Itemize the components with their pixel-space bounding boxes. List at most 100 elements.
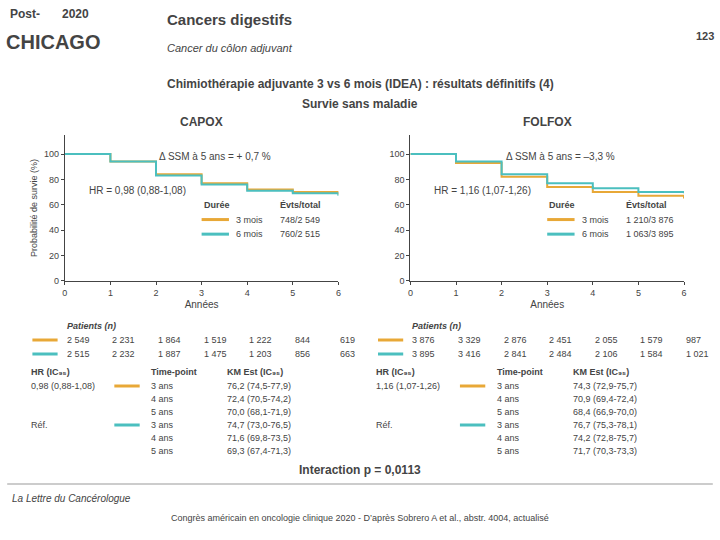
svg-text:100: 100 xyxy=(44,149,59,159)
svg-text:70,0 (68,1-71,9): 70,0 (68,1-71,9) xyxy=(227,407,291,417)
svg-text:80: 80 xyxy=(395,175,405,185)
svg-text:844: 844 xyxy=(295,335,310,345)
svg-text:60: 60 xyxy=(49,200,59,210)
svg-text:2: 2 xyxy=(499,288,504,298)
svg-text:Time-point: Time-point xyxy=(151,367,197,377)
svg-text:1 222: 1 222 xyxy=(249,335,272,345)
svg-text:60: 60 xyxy=(395,200,405,210)
svg-text:1 584: 1 584 xyxy=(640,349,663,359)
svg-text:Time-point: Time-point xyxy=(497,367,543,377)
svg-text:HR (IC₉₅): HR (IC₉₅) xyxy=(376,367,415,377)
svg-text:Cancer du côlon adjuvant: Cancer du côlon adjuvant xyxy=(167,42,293,54)
svg-text:6: 6 xyxy=(681,288,686,298)
svg-text:74,7 (73,0-76,5): 74,7 (73,0-76,5) xyxy=(227,420,291,430)
svg-text:0,98 (0,88-1,08): 0,98 (0,88-1,08) xyxy=(31,381,95,391)
svg-text:2 515: 2 515 xyxy=(67,349,90,359)
svg-text:20: 20 xyxy=(395,251,405,261)
svg-text:987: 987 xyxy=(686,335,701,345)
svg-text:2 484: 2 484 xyxy=(549,349,572,359)
svg-text:5 ans: 5 ans xyxy=(151,407,174,417)
svg-text:3 876: 3 876 xyxy=(412,335,435,345)
svg-text:71,7 (70,3-73,3): 71,7 (70,3-73,3) xyxy=(573,446,637,456)
svg-text:KM Est (IC₉₅): KM Est (IC₉₅) xyxy=(227,367,283,377)
svg-text:69,3 (67,4-71,3): 69,3 (67,4-71,3) xyxy=(227,446,291,456)
svg-text:HR = 0,98 (0,88-1,08): HR = 0,98 (0,88-1,08) xyxy=(89,185,186,196)
svg-text:856: 856 xyxy=(295,349,310,359)
svg-text:1 210/3 876: 1 210/3 876 xyxy=(626,215,674,225)
svg-text:1 063/3 895: 1 063/3 895 xyxy=(626,229,674,239)
svg-text:663: 663 xyxy=(340,349,355,359)
svg-text:5 ans: 5 ans xyxy=(151,446,174,456)
svg-text:1 519: 1 519 xyxy=(204,335,227,345)
svg-text:3 ans: 3 ans xyxy=(497,420,520,430)
svg-text:3 mois: 3 mois xyxy=(582,215,609,225)
svg-text:2 231: 2 231 xyxy=(112,335,135,345)
svg-text:4 ans: 4 ans xyxy=(497,433,520,443)
svg-text:3 mois: 3 mois xyxy=(236,215,263,225)
svg-text:76,2 (74,5-77,9): 76,2 (74,5-77,9) xyxy=(227,381,291,391)
svg-text:5: 5 xyxy=(290,288,295,298)
svg-text:0: 0 xyxy=(54,276,59,286)
svg-text:KM Est (IC₉₅): KM Est (IC₉₅) xyxy=(573,367,629,377)
svg-text:1: 1 xyxy=(453,288,458,298)
svg-text:1 864: 1 864 xyxy=(158,335,181,345)
svg-text:CAPOX: CAPOX xyxy=(180,115,223,129)
svg-text:2 876: 2 876 xyxy=(504,335,527,345)
svg-text:5 ans: 5 ans xyxy=(497,446,520,456)
svg-text:Probabilité de survie (%): Probabilité de survie (%) xyxy=(29,159,39,257)
svg-text:1 021: 1 021 xyxy=(686,349,709,359)
svg-text:1 887: 1 887 xyxy=(158,349,181,359)
svg-text:6 mois: 6 mois xyxy=(582,229,609,239)
svg-text:3: 3 xyxy=(545,288,550,298)
svg-text:5 ans: 5 ans xyxy=(497,407,520,417)
svg-text:1 475: 1 475 xyxy=(204,349,227,359)
svg-text:0: 0 xyxy=(400,276,405,286)
svg-text:2 451: 2 451 xyxy=(549,335,572,345)
svg-text:Années: Années xyxy=(185,299,219,310)
svg-text:2: 2 xyxy=(153,288,158,298)
svg-text:68,4 (66,9-70,0): 68,4 (66,9-70,0) xyxy=(573,407,637,417)
svg-text:1,16 (1,07-1,26): 1,16 (1,07-1,26) xyxy=(376,381,440,391)
svg-text:Durée: Durée xyxy=(204,200,230,210)
svg-text:Années: Années xyxy=(530,299,564,310)
svg-text:4 ans: 4 ans xyxy=(151,433,174,443)
svg-text:Cancers digestifs: Cancers digestifs xyxy=(167,11,292,28)
svg-text:6: 6 xyxy=(336,288,341,298)
svg-text:4: 4 xyxy=(245,288,250,298)
svg-text:71,6 (69,8-73,5): 71,6 (69,8-73,5) xyxy=(227,433,291,443)
svg-text:Chimiothérapie adjuvante 3 vs: Chimiothérapie adjuvante 3 vs 6 mois (ID… xyxy=(167,77,554,91)
svg-text:40: 40 xyxy=(395,225,405,235)
svg-text:La Lettre du Cancérologue: La Lettre du Cancérologue xyxy=(12,493,131,504)
svg-text:3 329: 3 329 xyxy=(458,335,481,345)
svg-text:123: 123 xyxy=(696,30,714,42)
svg-text:74,3 (72,9-75,7): 74,3 (72,9-75,7) xyxy=(573,381,637,391)
svg-text:74,2 (72,8-75,7): 74,2 (72,8-75,7) xyxy=(573,433,637,443)
svg-text:FOLFOX: FOLFOX xyxy=(523,115,572,129)
svg-text:3 ans: 3 ans xyxy=(151,420,174,430)
svg-text:72,4 (70,5-74,2): 72,4 (70,5-74,2) xyxy=(227,394,291,404)
svg-text:2 549: 2 549 xyxy=(67,335,90,345)
svg-text:0: 0 xyxy=(62,288,67,298)
svg-text:Patients (n): Patients (n) xyxy=(412,321,461,331)
svg-text:HR = 1,16 (1,07-1,26): HR = 1,16 (1,07-1,26) xyxy=(434,185,531,196)
svg-text:Congrès américain en oncologie: Congrès américain en oncologie clinique … xyxy=(171,513,549,523)
svg-text:3 ans: 3 ans xyxy=(497,381,520,391)
svg-text:1 203: 1 203 xyxy=(249,349,272,359)
svg-text:Réf.: Réf. xyxy=(376,420,393,430)
svg-text:Survie sans maladie: Survie sans maladie xyxy=(302,97,418,111)
svg-text:760/2 515: 760/2 515 xyxy=(280,229,320,239)
svg-text:3 416: 3 416 xyxy=(458,349,481,359)
svg-text:Réf.: Réf. xyxy=(31,420,48,430)
svg-text:619: 619 xyxy=(340,335,355,345)
svg-text:3: 3 xyxy=(199,288,204,298)
svg-text:4: 4 xyxy=(590,288,595,298)
svg-text:5: 5 xyxy=(636,288,641,298)
svg-text:6 mois: 6 mois xyxy=(236,229,263,239)
svg-text:2 232: 2 232 xyxy=(112,349,135,359)
svg-text:76,7 (75,3-78,1): 76,7 (75,3-78,1) xyxy=(573,420,637,430)
svg-text:2020: 2020 xyxy=(62,7,89,21)
svg-text:Δ SSM à 5 ans = –3,3 %: Δ SSM à 5 ans = –3,3 % xyxy=(506,151,615,162)
svg-text:2 106: 2 106 xyxy=(595,349,618,359)
svg-text:Évts/total: Évts/total xyxy=(626,200,667,210)
svg-text:Δ SSM à 5 ans = + 0,7 %: Δ SSM à 5 ans = + 0,7 % xyxy=(159,151,271,162)
